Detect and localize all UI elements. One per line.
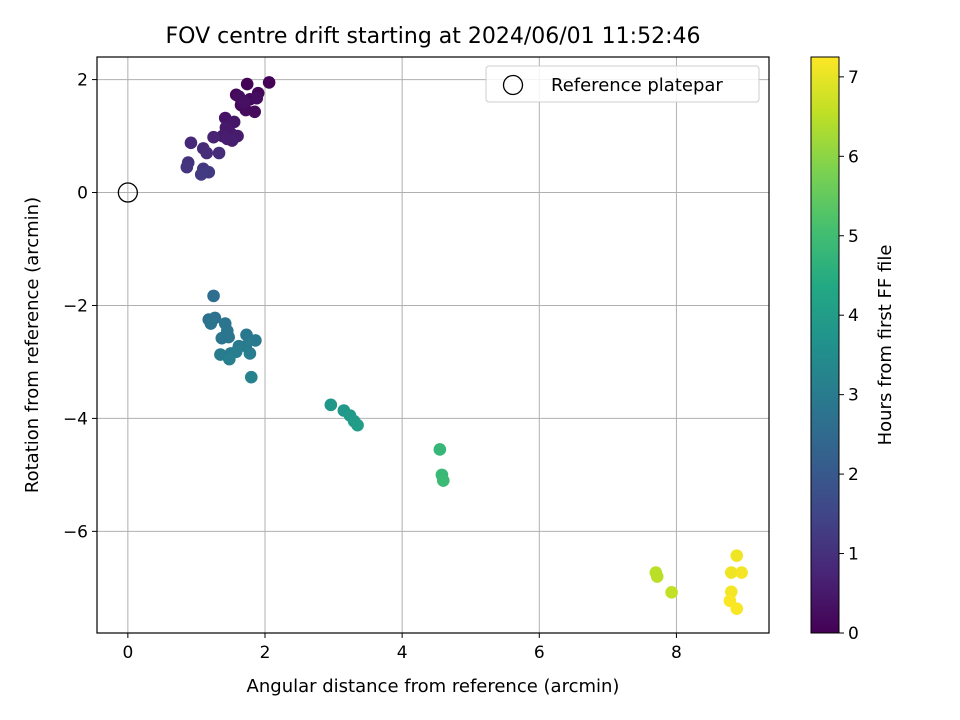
colorbar-tick-label: 7 — [848, 68, 859, 88]
colorbar-tick-label: 2 — [848, 465, 859, 485]
data-point — [180, 160, 194, 174]
data-point — [240, 77, 254, 91]
data-point — [262, 76, 276, 89]
data-point — [243, 347, 257, 360]
y-axis-ticks: −6 −4 −2 0 2 — [63, 71, 97, 542]
data-point — [665, 586, 678, 599]
legend-label-reference: Reference platepar — [551, 75, 723, 96]
data-point — [204, 317, 218, 330]
plot-area: 0 2 4 6 8 −6 −4 −2 0 2 — [63, 56, 770, 663]
x-axis-label: Angular distance from reference (arcmin) — [247, 676, 620, 697]
data-point — [220, 132, 234, 146]
data-point — [248, 105, 262, 119]
y-tick-label: 2 — [77, 71, 88, 91]
y-tick-label: 0 — [77, 184, 88, 204]
data-point — [238, 95, 251, 109]
data-point — [194, 168, 208, 181]
x-tick-label: 8 — [671, 643, 682, 663]
legend-box — [485, 65, 760, 103]
plot-frame — [96, 56, 770, 634]
colorbar-tick-label: 5 — [848, 227, 859, 247]
y-axis-label: Rotation from reference (arcmin) — [22, 197, 43, 493]
data-point — [250, 91, 264, 105]
data-point — [351, 418, 364, 432]
colorbar-tick-label: 1 — [848, 545, 859, 565]
data-point — [249, 334, 262, 347]
x-axis-ticks: 0 2 4 6 8 — [122, 633, 682, 663]
data-point — [244, 370, 258, 384]
data-point — [212, 146, 226, 160]
data-points — [180, 76, 748, 616]
x-tick-label: 6 — [534, 643, 545, 663]
data-point — [200, 146, 214, 160]
data-point — [735, 566, 748, 579]
colorbar-gradient — [810, 56, 840, 634]
colorbar-ticks: 0 1 2 3 4 5 6 7 — [839, 68, 859, 644]
reference-platepar-marker — [117, 182, 139, 203]
y-tick-label: −4 — [63, 409, 88, 429]
x-tick-label: 0 — [122, 643, 133, 663]
chart-title: FOV centre drift starting at 2024/06/01 … — [166, 24, 701, 49]
data-point — [184, 136, 198, 150]
y-tick-label: −6 — [63, 522, 88, 542]
colorbar: 0 1 2 3 4 5 6 7 Hours from first FF file — [810, 56, 896, 644]
colorbar-tick-label: 0 — [848, 624, 859, 644]
data-point — [207, 130, 220, 144]
y-tick-label: −2 — [63, 296, 88, 316]
data-point — [650, 570, 664, 583]
legend-marker-reference — [502, 74, 524, 96]
data-point — [222, 330, 235, 344]
data-point — [207, 289, 220, 303]
data-point — [223, 352, 236, 366]
x-tick-label: 4 — [397, 643, 408, 663]
colorbar-tick-label: 4 — [848, 306, 859, 326]
grid-lines — [97, 57, 769, 633]
reference-marker-layer — [117, 182, 139, 203]
data-point — [324, 398, 338, 412]
colorbar-tick-label: 6 — [848, 147, 859, 167]
colorbar-tick-label: 3 — [848, 386, 859, 406]
data-point — [433, 443, 447, 456]
colorbar-label: Hours from first FF file — [875, 245, 896, 446]
x-tick-label: 2 — [260, 643, 271, 663]
legend: Reference platepar — [485, 65, 760, 103]
data-point — [436, 474, 450, 487]
data-point — [730, 549, 744, 562]
data-point — [730, 602, 744, 616]
data-point — [724, 566, 738, 579]
